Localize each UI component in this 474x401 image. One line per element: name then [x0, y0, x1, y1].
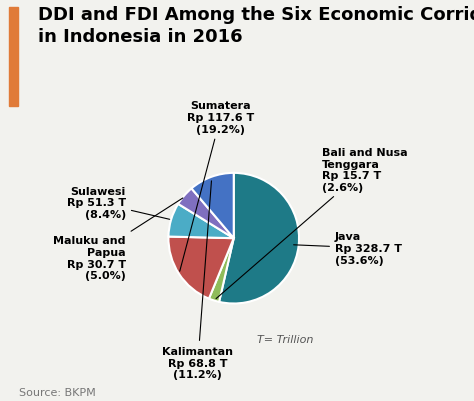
- Text: Sumatera
Rp 117.6 T
(19.2%): Sumatera Rp 117.6 T (19.2%): [180, 101, 254, 271]
- Text: Java
Rp 328.7 T
(53.6%): Java Rp 328.7 T (53.6%): [293, 232, 402, 265]
- Wedge shape: [168, 237, 234, 299]
- Wedge shape: [219, 173, 299, 304]
- Wedge shape: [168, 205, 234, 239]
- Text: DDI and FDI Among the Six Economic Corridors
in Indonesia in 2016: DDI and FDI Among the Six Economic Corri…: [38, 6, 474, 46]
- Wedge shape: [191, 173, 234, 239]
- Text: Sulawesi
Rp 51.3 T
(8.4%): Sulawesi Rp 51.3 T (8.4%): [67, 186, 170, 220]
- Wedge shape: [178, 189, 234, 239]
- Bar: [9, 8, 18, 107]
- Wedge shape: [209, 239, 234, 302]
- Text: Source: BKPM: Source: BKPM: [19, 387, 96, 397]
- Text: Bali and Nusa
Tenggara
Rp 15.7 T
(2.6%): Bali and Nusa Tenggara Rp 15.7 T (2.6%): [216, 148, 408, 299]
- Text: T= Trillion: T= Trillion: [256, 334, 313, 344]
- Text: Maluku and
Papua
Rp 30.7 T
(5.0%): Maluku and Papua Rp 30.7 T (5.0%): [54, 198, 183, 280]
- Text: Kalimantan
Rp 68.8 T
(11.2%): Kalimantan Rp 68.8 T (11.2%): [162, 181, 233, 379]
